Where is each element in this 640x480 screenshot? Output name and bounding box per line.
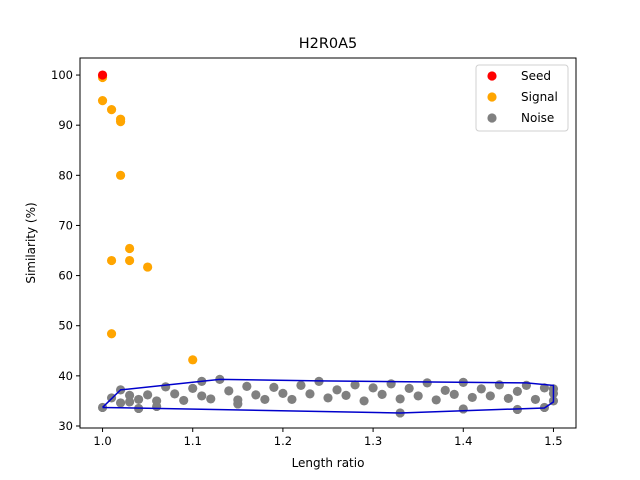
noise-point (422, 378, 432, 388)
y-tick-label: 50 (58, 319, 73, 333)
noise-point (161, 382, 171, 392)
legend: Seed Signal Noise (475, 64, 569, 132)
hull-layer (102, 378, 555, 414)
signal-point (106, 105, 117, 115)
x-tick-label: 1.2 (274, 434, 292, 448)
noise-point (115, 398, 126, 408)
y-axis-label: Similarity (%) (24, 202, 38, 283)
noise-point (341, 390, 351, 401)
noise-point (260, 394, 270, 405)
noise-point (152, 401, 162, 412)
noise-point (485, 391, 495, 401)
noise-point (233, 399, 243, 409)
noise-point (323, 393, 333, 403)
signal-point (143, 262, 153, 272)
x-tick-label: 1.5 (544, 434, 562, 448)
signal-point (125, 255, 135, 266)
noise-point (386, 379, 396, 389)
legend-label-seed: Seed (521, 69, 551, 83)
noise-point (287, 394, 297, 405)
noise-point (332, 385, 342, 395)
plot-frame (79, 57, 577, 429)
y-tick-label: 100 (51, 68, 73, 82)
noise-point (251, 390, 261, 400)
legend-marker-signal (487, 92, 497, 102)
noise-point (296, 380, 306, 390)
chart-title: H2R0A5 (299, 36, 358, 52)
noise-point (503, 393, 513, 404)
noise-point (539, 383, 550, 393)
noise-point (278, 388, 288, 399)
x-tick-label: 1.0 (93, 434, 111, 448)
noise-point (179, 395, 189, 406)
y-tick-label: 90 (58, 118, 73, 132)
noise-point (134, 394, 144, 405)
noise-point (188, 383, 198, 393)
y-tick-label: 40 (58, 369, 73, 383)
noise-point (143, 390, 153, 400)
hull-outline (102, 378, 555, 414)
noise-point (494, 380, 504, 390)
noise-point (170, 389, 180, 399)
noise-point (359, 396, 369, 406)
x-axis: 1.0 1.1 1.2 1.3 1.4 1.5 (93, 428, 563, 448)
signal-point (106, 329, 117, 339)
noise-point (206, 394, 216, 404)
legend-box (475, 64, 569, 132)
y-axis: 30 40 50 60 70 80 90 100 (51, 68, 80, 433)
noise-point (512, 386, 522, 397)
plot-area (79, 57, 577, 429)
y-tick-label: 60 (58, 269, 73, 283)
y-tick-label: 30 (58, 419, 73, 433)
seed-point (97, 70, 108, 80)
noise-point (305, 389, 315, 399)
noise-point (458, 404, 468, 414)
legend-label-signal: Signal (521, 90, 558, 104)
noise-point (404, 383, 414, 393)
legend-marker-seed (487, 71, 497, 81)
signal-point (115, 170, 126, 180)
noise-point (350, 380, 360, 390)
noise-point (440, 385, 450, 395)
noise-point (467, 392, 477, 403)
noise-point (125, 397, 135, 407)
noise-point (242, 381, 252, 391)
noise-point (476, 384, 486, 394)
x-tick-label: 1.3 (364, 434, 382, 448)
signal-point (125, 243, 135, 254)
legend-label-noise: Noise (521, 111, 554, 125)
x-tick-label: 1.1 (184, 434, 202, 448)
noise-point (368, 383, 378, 393)
noise-point (449, 389, 459, 400)
noise-point (224, 386, 234, 396)
signal-point (115, 117, 126, 127)
signal-point (188, 355, 198, 365)
noise-point (377, 389, 387, 400)
noise-point (431, 395, 441, 405)
signal-point (106, 255, 117, 266)
signal-point (97, 96, 108, 106)
noise-point (530, 394, 541, 405)
noise-point (197, 391, 207, 401)
noise-point (413, 391, 423, 401)
noise-point (125, 390, 135, 401)
x-axis-label: Length ratio (292, 456, 365, 470)
x-tick-label: 1.4 (454, 434, 472, 448)
points-layer (97, 70, 559, 418)
y-tick-label: 80 (58, 168, 73, 182)
noise-point (269, 382, 279, 392)
y-tick-label: 70 (58, 218, 73, 232)
noise-point (395, 394, 405, 404)
legend-marker-noise (487, 113, 497, 123)
